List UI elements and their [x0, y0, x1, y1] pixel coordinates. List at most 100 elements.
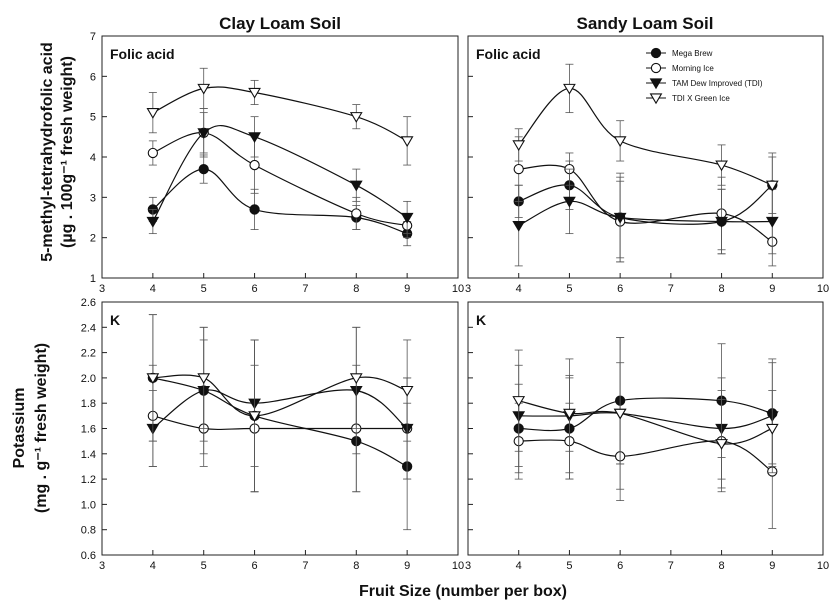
- series-1: [147, 364, 413, 493]
- legend-entry: Mega Brew: [672, 49, 713, 58]
- x-tick-label: 5: [566, 560, 572, 572]
- y-tick-label: 1: [90, 273, 96, 285]
- x-tick-label: 3: [99, 560, 105, 572]
- x-tick-label: 6: [252, 283, 258, 295]
- y-axis-title-top-units: (µg . 100g⁻¹ fresh weight): [59, 56, 76, 248]
- series-line: [152, 389, 408, 429]
- series-0: [147, 154, 413, 247]
- legend-entry: TAM Dew Improved (TDI): [672, 79, 763, 88]
- x-tick-label: 3: [99, 283, 105, 295]
- data-point: [715, 216, 728, 228]
- x-tick-label: 9: [404, 283, 410, 295]
- y-tick-label: 0.6: [81, 550, 96, 562]
- data-point: [613, 212, 627, 224]
- data-point: [349, 112, 363, 123]
- data-point: [512, 396, 526, 407]
- series-2: [146, 108, 414, 235]
- x-tick-label: 4: [516, 283, 522, 295]
- y-tick-label: 1.8: [81, 398, 96, 410]
- y-tick-label: 1.0: [81, 499, 96, 511]
- y-tick-label: 3: [90, 192, 96, 204]
- x-tick-label: 9: [769, 283, 775, 295]
- x-tick-label: 6: [617, 283, 623, 295]
- y-axis-title-top: 5-methyl-tetrahydrofolic acid: [39, 42, 56, 262]
- data-point: [512, 220, 526, 232]
- x-tick-label: 3: [465, 283, 471, 295]
- data-point: [349, 373, 363, 385]
- series-3: [512, 349, 779, 489]
- y-tick-label: 7: [90, 31, 96, 43]
- x-tick-label: 10: [452, 560, 464, 572]
- series-line: [518, 397, 773, 432]
- data-point: [400, 212, 414, 224]
- panel-1: 3 4 5 6 7 8 9 10 Folic acid Mega Brew Morning Ice T…: [465, 35, 829, 295]
- data-point: [563, 83, 576, 95]
- data-point: [248, 411, 261, 423]
- panel-2: 3 4 5 6 7 8 9 10 0.6 0.8 1.0 1.2 1.4 1.6 1.8 2.0 2.2 2.4 2…: [81, 297, 464, 572]
- data-point: [197, 373, 211, 385]
- legend: Mega Brew Morning Ice TAM Dew Improved (TD…: [646, 47, 763, 105]
- panel-label: K: [110, 312, 120, 328]
- series-2: [512, 337, 779, 490]
- series-3: [146, 314, 414, 493]
- data-point: [351, 208, 362, 219]
- series-1: [513, 390, 778, 529]
- data-point: [613, 136, 627, 148]
- legend-marker: [649, 78, 663, 90]
- data-point: [765, 216, 779, 228]
- x-axis-title: Fruit Size (number per box): [359, 583, 567, 600]
- series-line: [518, 439, 773, 473]
- series-line: [518, 200, 773, 227]
- data-point: [198, 163, 209, 175]
- x-tick-label: 10: [817, 283, 829, 295]
- series-0: [147, 314, 413, 531]
- x-tick-label: 7: [302, 560, 308, 572]
- series-line: [152, 377, 408, 467]
- x-tick-label: 4: [516, 560, 522, 572]
- y-tick-label: 1.6: [81, 424, 96, 436]
- column-title-sandy: Sandy Loam Soil: [577, 14, 714, 33]
- series-3: [512, 63, 779, 214]
- data-point: [400, 136, 414, 148]
- panel-3: 3 4 5 6 7 8 9 10 K: [465, 301, 829, 572]
- y-tick-label: 5: [90, 112, 96, 124]
- legend-entry: Morning Ice: [672, 64, 714, 73]
- x-tick-label: 7: [668, 283, 674, 295]
- x-tick-label: 7: [668, 560, 674, 572]
- y-tick-label: 2: [90, 233, 96, 245]
- data-point: [147, 147, 159, 159]
- data-point: [765, 423, 779, 435]
- data-point: [197, 83, 211, 95]
- panel-label: Folic acid: [476, 46, 541, 62]
- legend-marker: [650, 47, 662, 59]
- panel-label: K: [476, 312, 486, 328]
- legend-marker: [649, 93, 663, 105]
- series-line: [518, 87, 773, 186]
- data-point: [765, 180, 779, 192]
- panels: 3 4 5 6 7 8 9 10 1 2 3 4 5 6 7 Folic acid 3 4 5 6 7 8 9 10 Folic…: [81, 31, 829, 572]
- column-title-clay: Clay Loam Soil: [219, 14, 341, 33]
- x-tick-label: 4: [150, 560, 156, 572]
- y-tick-label: 2.2: [81, 348, 96, 360]
- x-tick-label: 8: [353, 560, 359, 572]
- series-line: [152, 374, 408, 417]
- data-point: [613, 408, 627, 420]
- x-tick-label: 3: [465, 560, 471, 572]
- y-tick-label: 0.8: [81, 525, 96, 537]
- data-point: [512, 140, 526, 152]
- x-tick-label: 4: [150, 283, 156, 295]
- series-line: [518, 400, 773, 445]
- x-tick-label: 8: [719, 283, 725, 295]
- series-line: [518, 164, 773, 243]
- series-1: [513, 136, 778, 267]
- y-axis-title-bottom-line1: Potassium: [11, 388, 28, 469]
- data-point: [513, 163, 524, 175]
- data-point: [146, 108, 160, 119]
- data-point: [249, 204, 260, 215]
- series-2: [512, 168, 779, 267]
- y-tick-label: 6: [90, 71, 96, 83]
- x-tick-label: 9: [404, 560, 410, 572]
- x-tick-label: 10: [452, 283, 464, 295]
- y-tick-label: 2.0: [81, 373, 96, 385]
- x-tick-label: 5: [201, 560, 207, 572]
